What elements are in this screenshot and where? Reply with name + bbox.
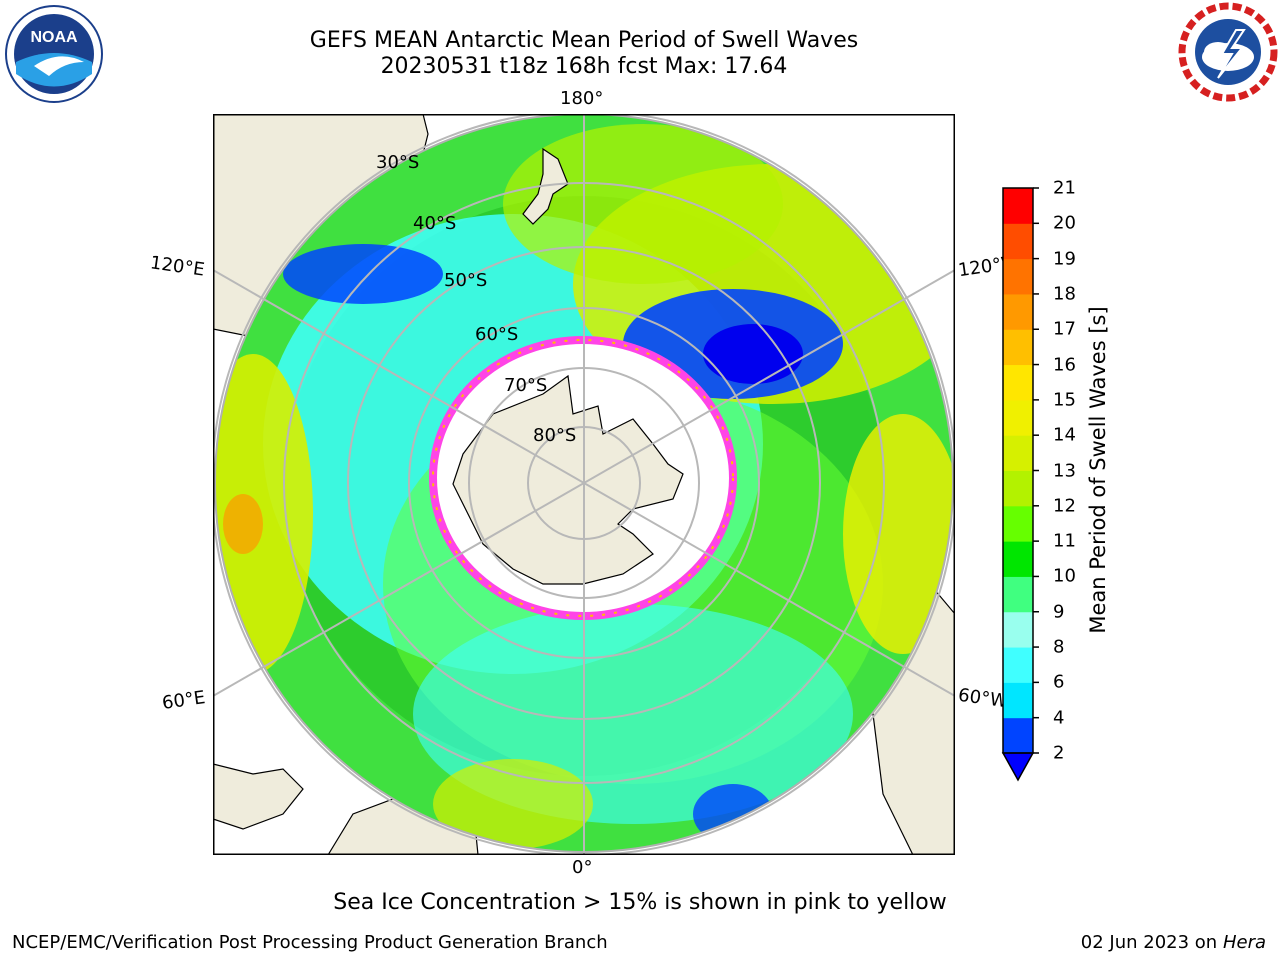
footer-credit: NCEP/EMC/Verification Post Processing Pr… (12, 932, 608, 953)
colorbar-segment (1003, 576, 1033, 613)
footer-host: Hera (1222, 932, 1266, 953)
colorbar-segment (1003, 223, 1033, 260)
lon-label-180: 180° (560, 88, 604, 109)
chart-title: GEFS MEAN Antarctic Mean Period of Swell… (309, 28, 859, 53)
colorbar-segment (1003, 541, 1033, 577)
colorbar-tick-label: 14 (1053, 424, 1076, 446)
colorbar-tick-label: 20 (1053, 212, 1076, 234)
colorbar-tick-label: 17 (1053, 318, 1076, 340)
lat-label-40s: 40°S (413, 213, 457, 234)
polar-map (213, 114, 955, 855)
sea-ice-note: Sea Ice Concentration > 15% is shown in … (333, 890, 947, 915)
colorbar-segment (1003, 470, 1033, 507)
colorbar (1001, 187, 1039, 782)
lat-label-70s: 70°S (504, 375, 548, 396)
colorbar-tick-label: 12 (1053, 495, 1076, 517)
footer-date-text: 02 Jun 2023 on (1080, 932, 1218, 953)
colorbar-segment (1003, 329, 1033, 366)
colorbar-tick-label: 15 (1053, 389, 1076, 411)
lat-label-30s: 30°S (376, 152, 420, 173)
colorbar-tick-label: 2 (1053, 742, 1065, 764)
lon-label-60e: 60°E (160, 687, 207, 714)
colorbar-segment (1003, 258, 1033, 295)
lon-label-120e: 120°E (148, 252, 206, 281)
colorbar-label: Mean Period of Swell Waves [s] (1086, 306, 1110, 634)
lon-label-0: 0° (572, 857, 593, 878)
lat-label-60s: 60°S (475, 324, 519, 345)
colorbar-tick-label: 19 (1053, 248, 1076, 270)
nws-logo (1178, 2, 1278, 102)
chart-subtitle: 20230531 t18z 168h fcst Max: 17.64 (380, 54, 788, 79)
colorbar-segment (1003, 611, 1033, 648)
colorbar-segment (1003, 505, 1033, 542)
colorbar-segment (1003, 717, 1033, 754)
colorbar-extend-arrow (1001, 752, 1035, 782)
colorbar-tick-label: 16 (1053, 354, 1076, 376)
graticule (213, 114, 955, 855)
colorbar-tick-label: 13 (1053, 460, 1076, 481)
colorbar-segment (1003, 293, 1033, 330)
colorbar-segment (1003, 647, 1033, 683)
colorbar-tick-label: 18 (1053, 283, 1076, 305)
colorbar-tick-label: 10 (1053, 565, 1076, 587)
colorbar-tick-label: 9 (1053, 601, 1065, 623)
colorbar-segment (1003, 188, 1033, 224)
colorbar-tick-label: 4 (1053, 707, 1065, 729)
colorbar-tick-label: 6 (1053, 671, 1065, 693)
colorbar-segment (1003, 364, 1033, 401)
colorbar-tick-label: 11 (1053, 530, 1076, 552)
colorbar-tick-label: 21 (1053, 177, 1076, 199)
footer-date: 02 Jun 2023 on Hera (1081, 932, 1266, 953)
colorbar-segment (1003, 399, 1033, 436)
noaa-logo: NOAA (5, 5, 103, 103)
lat-label-80s: 80°S (533, 425, 577, 446)
antarctica (452, 374, 684, 585)
colorbar-segment (1003, 682, 1033, 719)
new-zealand (522, 147, 569, 225)
noaa-logo-text: NOAA (30, 29, 78, 46)
colorbar-tick-label: 8 (1053, 636, 1065, 658)
lat-label-50s: 50°S (444, 270, 488, 291)
colorbar-segment (1003, 435, 1033, 471)
